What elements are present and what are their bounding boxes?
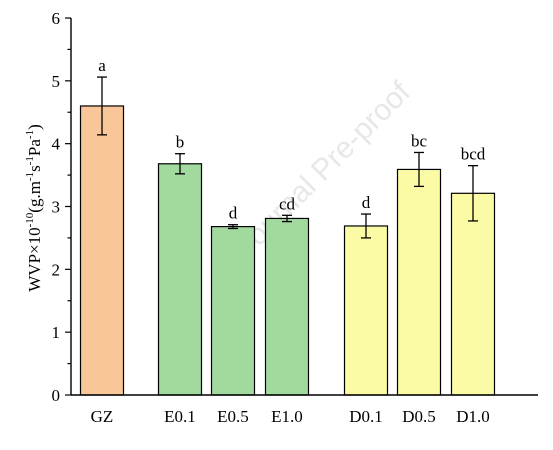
significance-label: cd	[279, 194, 296, 213]
significance-label: a	[98, 56, 106, 75]
bar-E0.5	[210, 226, 256, 396]
significance-labels-group: a b d cd d bc bcd	[98, 56, 486, 223]
y-ticks-group: 0 1 2 3 4 5 6	[52, 9, 71, 405]
y-tick-label: 3	[52, 198, 61, 217]
x-tick-label: E0.1	[164, 407, 196, 426]
x-tick-labels-group: GZ E0.1 E0.5 E1.0 D0.1 D0.5 D1.0	[91, 407, 490, 426]
y-tick-label: 4	[52, 135, 61, 154]
x-tick-label: D0.1	[349, 407, 383, 426]
x-tick-label: E1.0	[271, 407, 303, 426]
significance-label: bcd	[461, 145, 486, 164]
error-bars-group	[97, 76, 478, 239]
x-tick-label: D0.5	[402, 407, 436, 426]
y-tick-label: 5	[52, 72, 61, 91]
x-tick-label: E0.5	[217, 407, 249, 426]
bars-group	[79, 105, 496, 396]
bar-D0.5	[396, 168, 442, 396]
significance-label: d	[229, 204, 238, 223]
bar-E1.0	[264, 217, 310, 396]
y-tick-label: 2	[52, 260, 61, 279]
y-tick-label: 1	[52, 323, 61, 342]
significance-label: b	[176, 133, 185, 152]
bar-GZ	[79, 105, 125, 396]
bar-D0.1	[343, 225, 389, 396]
x-tick-label: GZ	[91, 407, 114, 426]
bar-D1.0	[450, 192, 496, 396]
significance-label: bc	[411, 131, 428, 150]
watermark: Journal Pre-proof	[230, 75, 418, 263]
significance-label: d	[362, 193, 371, 212]
x-tick-label: D1.0	[456, 407, 490, 426]
y-axis-title: WVP×10-10(g.m-1s-1Pa-1)	[24, 124, 44, 292]
y-tick-label: 0	[52, 386, 61, 405]
y-tick-label: 6	[52, 9, 61, 28]
bar-E0.1	[157, 163, 203, 396]
